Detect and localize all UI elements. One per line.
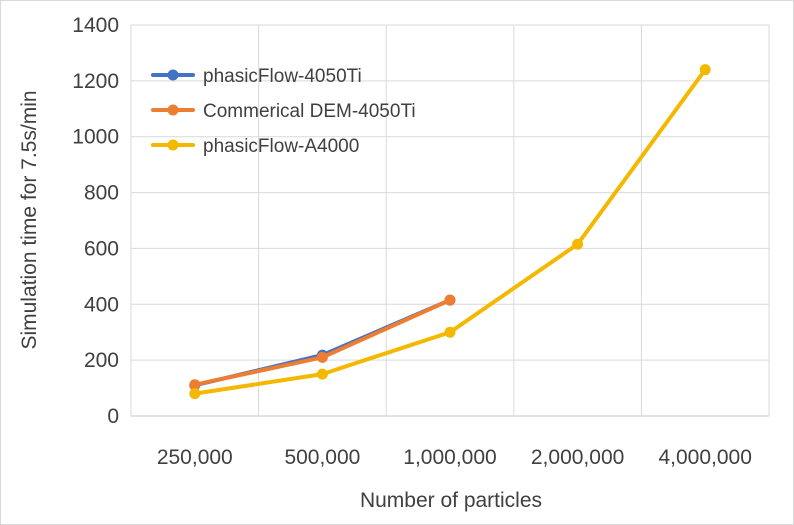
y-tick-label: 200 [84, 349, 119, 372]
legend-entry: Commerical DEM-4050Ti [151, 101, 416, 122]
data-point [316, 351, 328, 363]
gridlines [130, 24, 770, 416]
x-tick-label: 250,000 [157, 446, 233, 469]
legend-entry: phasicFlow-4050Ti [151, 66, 362, 87]
x-axis-title: Number of particles [360, 489, 542, 512]
data-point [189, 388, 201, 400]
x-tick-labels: 250,000 500,000 1,000,000 2,000,000 4,000,00… [157, 446, 752, 469]
y-tick-label: 800 [84, 182, 119, 205]
x-tick-label: 1,000,000 [403, 446, 496, 469]
y-tick-label: 1400 [72, 14, 119, 37]
x-tick-label: 500,000 [284, 446, 360, 469]
data-point [699, 64, 711, 76]
data-point [316, 368, 328, 380]
series-lines [189, 64, 711, 400]
series-2 [189, 294, 456, 391]
legend-entry: phasicFlow-A4000 [151, 136, 359, 157]
series-3 [189, 64, 711, 400]
legend-label: phasicFlow-4050Ti [203, 66, 362, 87]
legend-swatch-marker [167, 139, 179, 151]
data-point [572, 238, 584, 250]
x-tick-label: 4,000,000 [658, 446, 751, 469]
data-point [189, 379, 201, 391]
legend: phasicFlow-4050Ti Commerical DEM-4050Ti ph… [151, 66, 416, 157]
data-point [444, 326, 456, 338]
legend-label: phasicFlow-A4000 [203, 136, 359, 157]
y-tick-label: 400 [84, 293, 119, 316]
y-tick-label: 1200 [72, 70, 119, 93]
x-tick-label: 2,000,000 [531, 446, 624, 469]
y-axis-title: Simulation time for 7.5s/min [18, 90, 41, 349]
data-point [444, 294, 456, 306]
y-tick-labels: 0 200 400 600 800 1000 1200 1400 [72, 14, 119, 428]
legend-label: Commerical DEM-4050Ti [203, 101, 416, 122]
y-tick-label: 0 [107, 405, 119, 428]
legend-swatch-marker [167, 69, 179, 81]
y-tick-label: 600 [84, 237, 119, 260]
y-tick-label: 1000 [72, 126, 119, 149]
legend-swatch-marker [167, 104, 179, 116]
